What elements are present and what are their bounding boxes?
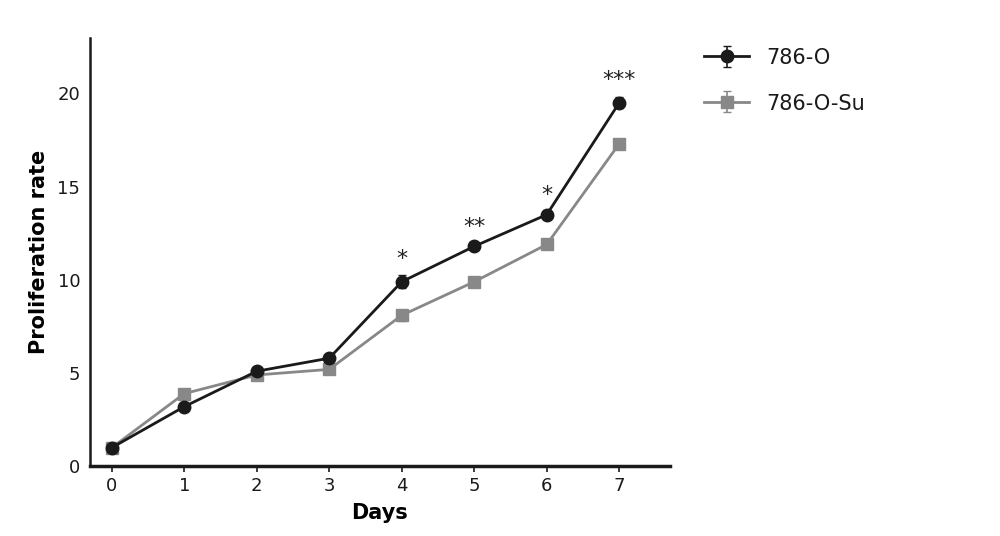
Legend: 786-O, 786-O-Su: 786-O, 786-O-Su [704, 48, 865, 114]
X-axis label: Days: Days [352, 503, 408, 523]
Text: **: ** [463, 217, 485, 237]
Y-axis label: Proliferation rate: Proliferation rate [29, 150, 49, 354]
Text: ***: *** [603, 70, 636, 90]
Text: *: * [541, 185, 552, 205]
Text: *: * [396, 249, 407, 269]
